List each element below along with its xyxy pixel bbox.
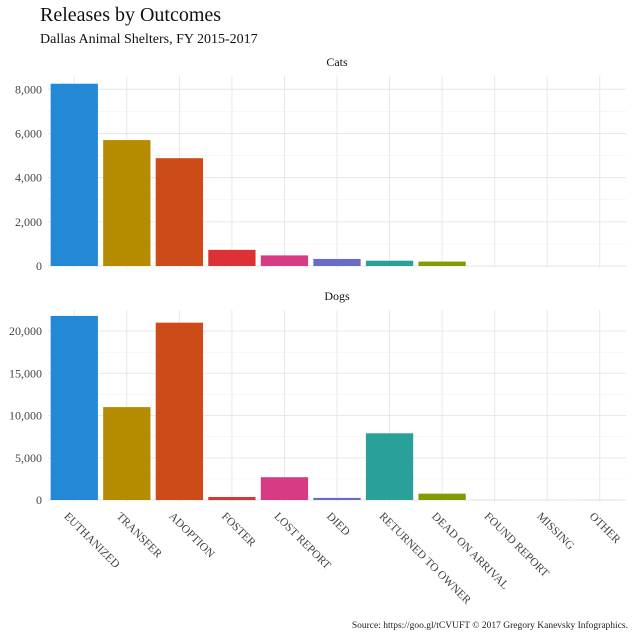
bar-dogs-dead-on-arrival [418,493,466,500]
bar-dogs-foster [208,497,256,500]
y-tick-label: 8,000 [15,82,42,96]
facet-label-cats: Cats [326,55,348,69]
x-tick-label-returned-to-owner: RETURNED TO OWNER [377,510,474,607]
chart-subtitle: Dallas Animal Shelters, FY 2015-2017 [40,32,258,47]
source-caption: Source: https://goo.gl/tCVUFT © 2017 Gre… [351,621,628,631]
bar-dogs-died [313,497,361,500]
bar-dogs-lost-report [260,477,309,500]
y-tick-label: 15,000 [9,366,42,380]
y-tick-label: 5,000 [15,451,42,465]
bar-cats-returned-to-owner [365,260,414,266]
x-tick-label-other: OTHER [587,510,623,546]
bar-cats-transfer [103,140,151,266]
bar-dogs-transfer [103,407,151,500]
y-tick-label: 0 [36,493,42,507]
x-tick-label-foster: FOSTER [219,510,258,549]
bar-cats-dead-on-arrival [418,261,466,266]
y-tick-label: 0 [36,259,42,273]
chart-title: Releases by Outcomes [40,4,222,26]
y-tick-label: 4,000 [15,171,42,185]
x-tick-label-euthanized: EUTHANIZED [61,510,121,570]
bar-dogs-returned-to-owner [365,433,414,500]
bar-cats-lost-report [260,255,309,266]
x-tick-label-transfer: TRANSFER [114,510,164,560]
bar-cats-foster [208,249,256,266]
x-tick-label-lost-report: LOST REPORT [272,510,333,571]
bar-dogs-euthanized [50,315,98,500]
x-tick-label-missing: MISSING [534,510,576,552]
bar-cats-euthanized [50,83,98,266]
y-tick-label: 6,000 [15,126,42,140]
facet-label-dogs: Dogs [324,289,350,303]
x-tick-label-adoption: ADOPTION [166,510,217,561]
bar-cats-adoption [155,158,204,266]
bar-cats-died [313,258,361,266]
y-tick-label: 20,000 [9,324,42,338]
bar-dogs-adoption [155,322,204,500]
y-tick-label: 2,000 [15,215,42,229]
x-tick-label-died: DIED [324,510,352,538]
y-tick-label: 10,000 [9,409,42,423]
